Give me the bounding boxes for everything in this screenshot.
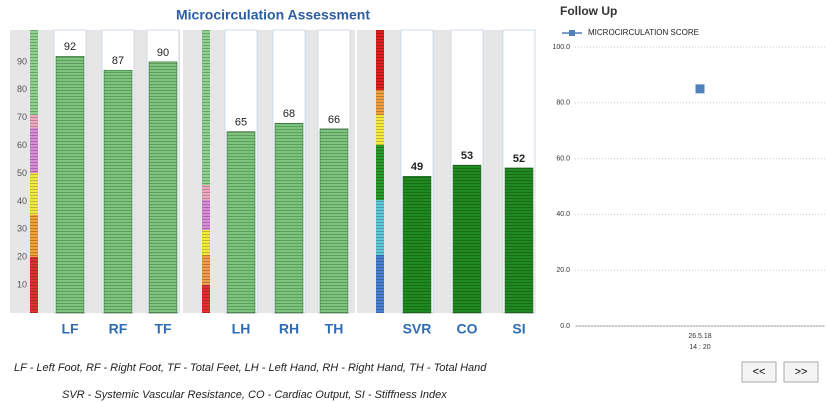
y-tick-label: 20.0 <box>556 267 570 274</box>
y-tick-label: 10 <box>17 279 27 289</box>
y-tick-label: 20 <box>17 252 27 262</box>
x-tick-label: SVR <box>403 321 432 337</box>
x-tick-label: CO <box>457 321 478 337</box>
value-label: 52 <box>513 153 525 165</box>
x-tick-label: 26.5.18 <box>688 333 711 340</box>
bar-stripes <box>453 165 481 313</box>
value-label: 49 <box>411 161 423 173</box>
bar-stripes <box>149 61 177 314</box>
bar-stripes <box>403 176 431 313</box>
value-label: 90 <box>157 47 169 59</box>
x-tick-label: TF <box>154 321 172 337</box>
button-label: << <box>753 366 766 378</box>
value-label: 53 <box>461 150 473 162</box>
bar-stripes <box>505 167 533 313</box>
y-tick-label: 70 <box>17 112 27 122</box>
x-tick-label: LF <box>61 321 79 337</box>
x-tick-label: SI <box>512 321 525 337</box>
x-tick-label: TH <box>325 321 344 337</box>
scale-strip <box>376 30 384 313</box>
button-label: >> <box>795 366 808 378</box>
x-tick-label: LH <box>232 321 251 337</box>
legend-marker <box>569 30 575 36</box>
legend-label: MICROCIRCULATION SCORE <box>588 28 699 37</box>
bar-stripes <box>104 70 132 314</box>
scale-strip <box>202 30 210 313</box>
y-tick-label: 80 <box>17 84 27 94</box>
chart-title: Microcirculation Assessment <box>176 7 370 23</box>
bar-stripes <box>56 56 84 313</box>
y-tick-label: 60.0 <box>556 155 570 162</box>
footnote: LF - Left Foot, RF - Right Foot, TF - To… <box>14 362 487 374</box>
bar-stripes <box>275 123 303 313</box>
footnote: SVR - Systemic Vascular Resistance, CO -… <box>62 389 447 401</box>
y-tick-label: 0.0 <box>560 323 570 330</box>
value-label: 65 <box>235 117 247 129</box>
y-tick-label: 80.0 <box>556 100 570 107</box>
next-button[interactable]: >> <box>783 361 819 383</box>
y-tick-label: 100.0 <box>552 44 570 51</box>
y-tick-label: 40 <box>17 196 27 206</box>
y-tick-label: 90 <box>17 56 27 66</box>
chart-title: Follow Up <box>560 4 617 18</box>
y-tick-label: 50 <box>17 168 27 178</box>
bar-stripes <box>227 131 255 313</box>
value-label: 87 <box>112 55 124 67</box>
x-tick-label: RH <box>279 321 299 337</box>
bar-stripes <box>320 128 348 313</box>
y-tick-label: 30 <box>17 224 27 234</box>
scale-strip <box>30 30 38 313</box>
y-tick-label: 40.0 <box>556 211 570 218</box>
y-tick-label: 60 <box>17 140 27 150</box>
value-label: 92 <box>64 41 76 53</box>
x-tick-label: RF <box>109 321 128 337</box>
prev-button[interactable]: << <box>741 361 777 383</box>
value-label: 66 <box>328 114 340 126</box>
point <box>695 84 705 94</box>
value-label: 68 <box>283 108 295 120</box>
x-tick-label: 14 : 20 <box>689 344 711 351</box>
